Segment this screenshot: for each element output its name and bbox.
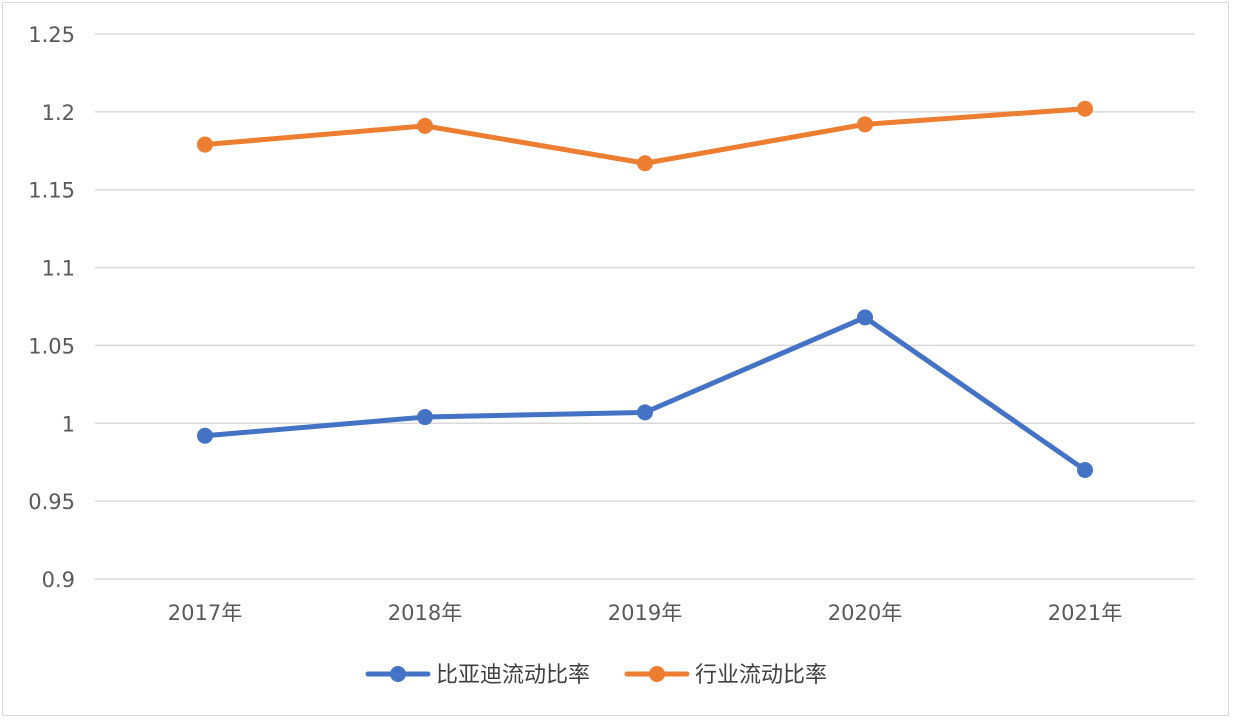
series-lines xyxy=(197,100,1093,478)
legend-label: 行业流动比率 xyxy=(695,663,827,688)
legend-entry: 比亚迪流动比率 xyxy=(365,663,590,688)
x-tick-label: 2017年 xyxy=(168,601,242,625)
x-tick-label: 2019年 xyxy=(608,601,682,625)
data-point xyxy=(637,404,653,421)
data-point xyxy=(197,427,213,444)
legend-entry: 行业流动比率 xyxy=(624,663,827,688)
x-axis-tick-labels: 2017年 2018年 2019年 2020年 2021年 xyxy=(168,601,1122,625)
data-point xyxy=(417,409,433,426)
data-point xyxy=(417,117,433,134)
legend-label: 比亚迪流动比率 xyxy=(436,663,590,688)
x-tick-label: 2020年 xyxy=(828,601,902,625)
series-1 xyxy=(197,100,1093,172)
data-point xyxy=(1077,100,1093,117)
x-tick-label: 2018年 xyxy=(388,601,462,625)
data-point xyxy=(857,309,873,326)
y-tick-label: 0.9 xyxy=(42,568,75,592)
y-tick-label: 1.25 xyxy=(28,23,75,47)
legend-marker xyxy=(649,666,665,682)
data-point xyxy=(857,116,873,133)
y-axis-tick-labels: 0.9 0.95 1 1.05 1.1 1.15 1.2 1.25 xyxy=(28,23,75,592)
y-tick-label: 1 xyxy=(62,412,75,436)
series-line xyxy=(202,314,1088,473)
legend: 比亚迪流动比率 行业流动比率 xyxy=(365,663,827,688)
data-point xyxy=(1077,462,1093,478)
x-tick-label: 2021年 xyxy=(1048,601,1122,625)
data-point xyxy=(637,155,653,172)
data-point xyxy=(197,136,213,153)
series-line xyxy=(202,106,1088,166)
y-tick-label: 1.2 xyxy=(42,101,75,125)
legend-marker xyxy=(390,666,406,682)
gridlines xyxy=(95,33,1195,580)
y-tick-label: 0.95 xyxy=(28,490,75,514)
y-tick-label: 1.05 xyxy=(28,334,75,358)
y-tick-label: 1.15 xyxy=(28,179,75,203)
y-tick-label: 1.1 xyxy=(42,257,75,281)
series-0 xyxy=(197,309,1093,478)
